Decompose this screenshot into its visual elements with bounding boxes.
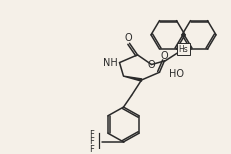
Text: O: O (148, 60, 155, 70)
Text: NH: NH (103, 58, 118, 68)
Text: O: O (161, 51, 168, 61)
Text: F: F (89, 130, 94, 139)
Polygon shape (124, 76, 142, 81)
Text: Hs: Hs (179, 45, 188, 54)
Text: F: F (89, 145, 94, 154)
Text: O: O (125, 33, 132, 43)
Text: HO: HO (168, 69, 183, 79)
Text: F: F (89, 137, 94, 146)
